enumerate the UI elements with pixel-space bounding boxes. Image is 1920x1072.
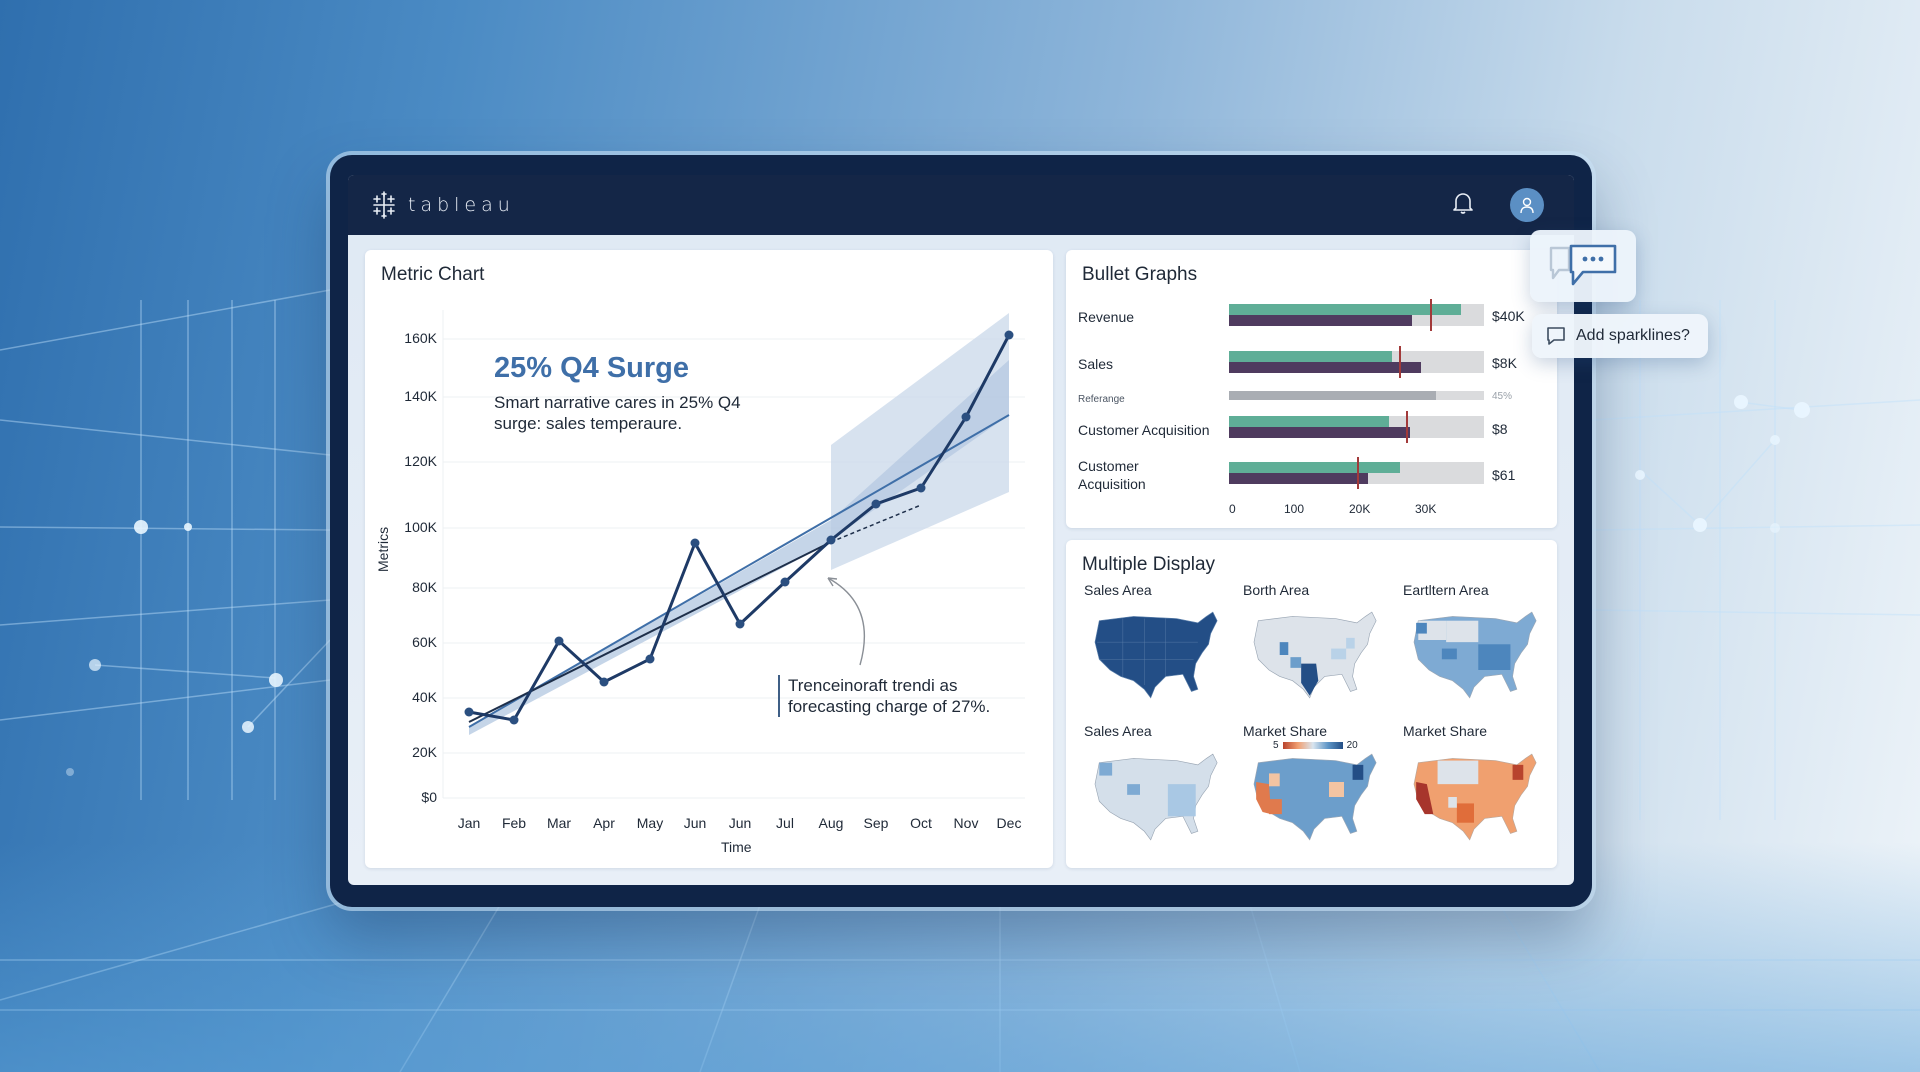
x-axis-label: Time [721, 839, 752, 855]
axis-tick: 100 [1284, 502, 1305, 516]
user-avatar-button[interactable] [1510, 188, 1544, 222]
x-tick: Jul [776, 815, 794, 831]
multiple-display-card: Multiple Display Sales Area Borth Area E… [1066, 540, 1557, 868]
comment-icon [1547, 327, 1565, 345]
bullet-track [1229, 411, 1484, 443]
bullet-label: Sales [1078, 356, 1114, 372]
y-tick: 20K [412, 744, 437, 760]
bullet-track [1229, 457, 1484, 489]
y-tick: 60K [412, 634, 437, 650]
bullet-label: Customer Acquisition [1078, 422, 1210, 438]
y-tick: 80K [412, 579, 437, 595]
map-label: Borth Area [1243, 582, 1310, 598]
x-tick: Sep [863, 815, 889, 831]
dashboard-window: tableau Metric Chart [330, 155, 1592, 907]
tableau-cross-logo-icon [373, 191, 395, 219]
bullet-label: Customer Acquisition [1078, 458, 1146, 492]
bullet-value: $8 [1492, 421, 1508, 437]
x-tick: Jun [728, 815, 752, 831]
map-label: Market Share [1243, 723, 1328, 739]
x-tick: Jan [457, 815, 481, 831]
bullet-track [1229, 391, 1484, 400]
metric-line-chart[interactable] [365, 250, 1053, 868]
metric-chart-title: Metric Chart [381, 264, 485, 285]
x-tick: Mar [546, 815, 572, 831]
us-map-sales-area-2[interactable] [1090, 752, 1220, 842]
market-share-legend: 5 20 [1273, 740, 1358, 751]
us-map-sales-area[interactable] [1090, 610, 1220, 700]
app-header: tableau [348, 175, 1574, 235]
x-tick: Jun [683, 815, 707, 831]
x-tick: Oct [910, 815, 932, 831]
bell-icon[interactable] [1452, 191, 1474, 220]
bullet-value: 45% [1492, 391, 1513, 402]
map-label: Sales Area [1084, 582, 1152, 598]
bullet-value: $8K [1492, 355, 1517, 371]
chat-bubbles-icon [1549, 244, 1617, 286]
y-tick: 120K [404, 453, 437, 469]
us-map-eartltern-area[interactable] [1409, 610, 1539, 700]
us-map-market-share-1[interactable] [1249, 752, 1379, 842]
add-sparklines-suggestion[interactable]: Add sparklines? [1532, 314, 1708, 358]
tableau-logo[interactable]: tableau [370, 191, 515, 219]
us-map-borth-area[interactable] [1249, 610, 1379, 700]
x-tick: Aug [818, 815, 844, 831]
multiple-display-title: Multiple Display [1082, 554, 1216, 575]
y-tick: 100K [404, 519, 437, 535]
bullet-graphs-title: Bullet Graphs [1082, 264, 1198, 285]
bullet-track [1229, 346, 1484, 378]
bullet-track [1229, 299, 1484, 331]
bullet-label: Referange [1078, 394, 1125, 405]
x-tick: Feb [501, 815, 527, 831]
forecast-callout: Trenceinoraft trendi as forecasting char… [778, 675, 1018, 717]
y-tick: 140K [404, 388, 437, 404]
dashboard-body: tableau Metric Chart [348, 175, 1574, 885]
y-tick: $0 [421, 789, 437, 805]
axis-tick: 20K [1349, 502, 1371, 516]
map-label: Sales Area [1084, 723, 1152, 739]
smart-suggestion-button[interactable] [1530, 230, 1636, 302]
x-tick: May [636, 815, 664, 831]
brand-name: tableau [408, 194, 515, 216]
color-scale [1282, 742, 1343, 749]
smart-narrative-body: Smart narrative cares in 25% Q4 surge: s… [494, 393, 741, 433]
suggestion-label: Add sparklines? [1576, 327, 1690, 344]
map-label: Market Share [1403, 723, 1488, 739]
axis-tick: 30K [1415, 502, 1437, 516]
us-map-market-share-2[interactable] [1409, 752, 1539, 842]
bullet-value: $61 [1492, 467, 1516, 483]
bullet-label: Revenue [1078, 309, 1135, 325]
axis-tick: 0 [1229, 502, 1236, 516]
y-tick: 40K [412, 689, 437, 705]
smart-narrative-title: 25% Q4 Surge [494, 352, 690, 384]
user-icon [1520, 197, 1534, 214]
x-tick: Nov [953, 815, 979, 831]
bullet-graphs-card: Bullet Graphs Revenue $40K Sales [1066, 250, 1557, 528]
y-axis-label: Metrics [375, 526, 391, 572]
bullet-value: $40K [1492, 308, 1525, 324]
map-label: Eartltern Area [1403, 582, 1489, 598]
x-tick: Apr [593, 815, 615, 831]
metric-chart-card: Metric Chart [365, 250, 1053, 868]
y-tick: 160K [404, 330, 437, 346]
x-tick: Dec [996, 815, 1022, 831]
